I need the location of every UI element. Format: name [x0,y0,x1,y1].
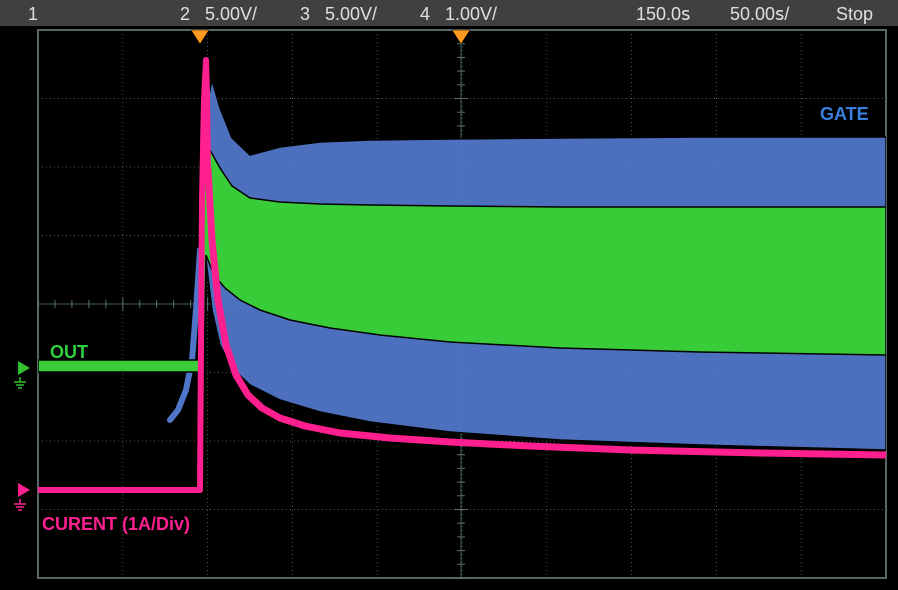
top-readout-9: Stop [836,4,873,24]
top-readout-8: 50.00𝗌/ [730,4,789,24]
label-out: OUT [50,342,88,362]
top-readout-0: 1 [28,4,38,24]
top-readout-4: 5.00V/ [325,4,377,24]
top-readout-5: 4 [420,4,430,24]
oscilloscope-capture: 1 2 5.00V/3 5.00V/4 1.00V/150.0𝗌 50.00𝗌/Stop G… [0,0,898,590]
label-gate: GATE [820,104,869,124]
top-readout-1: 2 [180,4,190,24]
top-readout-2: 5.00V/ [205,4,257,24]
top-readout-3: 3 [300,4,310,24]
label-current: CURENT (1A/Div) [42,514,190,534]
top-readout-6: 1.00V/ [445,4,497,24]
top-readout-7: 150.0𝗌 [636,4,690,24]
